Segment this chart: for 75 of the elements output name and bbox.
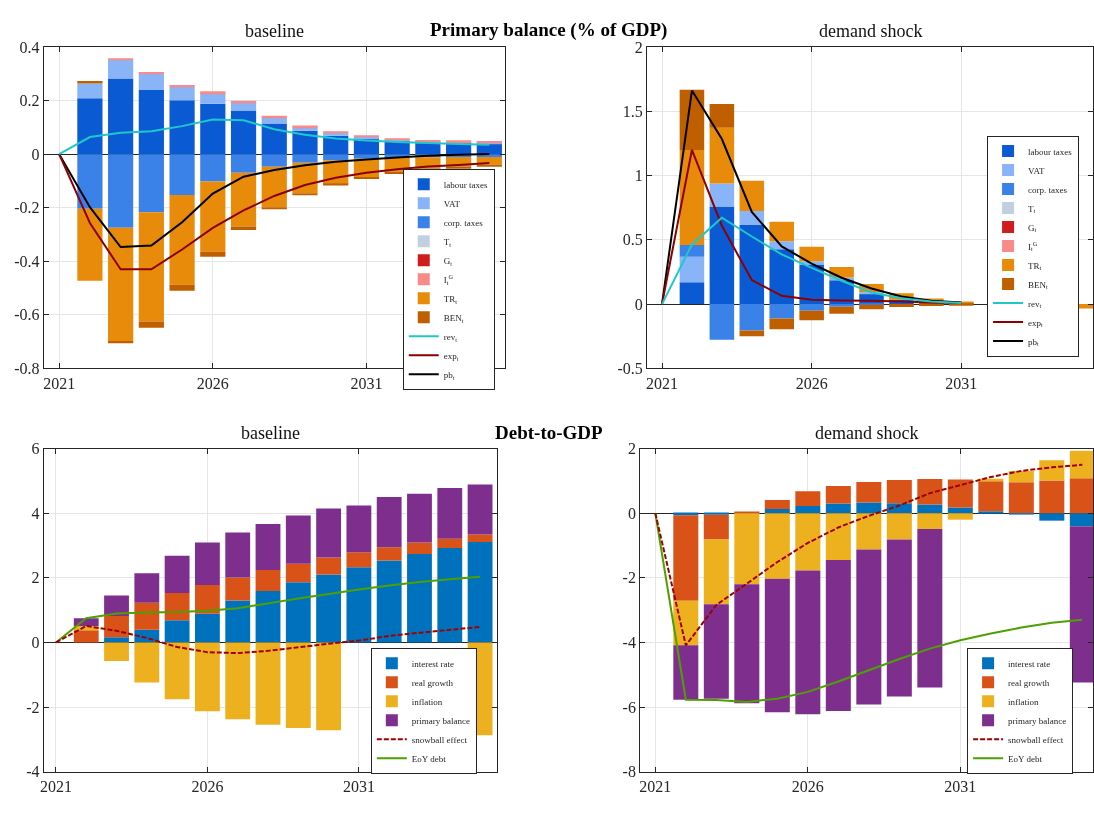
legend-label: BEN$_{t}$ (443, 312, 464, 324)
chart-title: demand shock (819, 21, 923, 41)
legend-label: EoY debt (411, 753, 447, 764)
x-tick-label: 2026 (795, 374, 828, 392)
legend-label: snowball effect (1008, 734, 1064, 745)
x-tick-label: 2026 (191, 777, 224, 795)
y-tick-label: -4 (26, 763, 40, 781)
legend-label: pb$_{t}$ (443, 369, 455, 381)
y-tick-label: 2 (634, 38, 643, 56)
legend-label: rev$_{t}$ (443, 331, 458, 343)
text: Primary balance (% of GDP) (430, 19, 668, 41)
y-tick-label: 0 (31, 145, 40, 163)
legend-label: pb$_{t}$ (1028, 336, 1040, 348)
y-tick-label: -0.6 (14, 306, 40, 324)
legend-label: TR$_{t}$ (443, 293, 458, 305)
y-tick-label: 1.5 (622, 102, 643, 120)
y-tick-label: 2 (31, 569, 40, 587)
y-tick-label: -4 (622, 634, 636, 652)
chart-title: demand shock (815, 423, 919, 443)
y-tick-label: 2 (627, 440, 636, 458)
y-tick-label: -0.5 (617, 359, 643, 377)
y-tick-label: 4 (31, 504, 40, 522)
x-tick-label: 2021 (39, 777, 72, 795)
y-tick-label: -0.4 (14, 252, 40, 270)
y-tick-label: 0 (634, 295, 643, 313)
legend-label: snowball effect (411, 734, 468, 745)
legend-label: primary balance (1008, 715, 1067, 726)
legend-label: VAT (1028, 165, 1045, 176)
legend-label: real growth (1008, 677, 1050, 688)
text: Debt-to-GDP (495, 422, 604, 443)
legend-label: EoY debt (1008, 753, 1043, 764)
x-tick-label: 2021 (646, 374, 679, 392)
legend-label: real growth (411, 677, 454, 688)
y-tick-label: -2 (26, 698, 40, 716)
legend-label: exp$_{t}$ (1028, 317, 1044, 329)
x-tick-label: 2026 (791, 777, 824, 795)
legend-label: BEN$_{t}$ (1028, 279, 1049, 291)
chart-title: baseline (245, 21, 304, 41)
x-tick-label: 2031 (944, 777, 977, 795)
y-tick-label: -0.2 (14, 199, 40, 217)
legend-label: inflation (411, 696, 443, 707)
legend-label: exp$_{t}$ (443, 350, 459, 362)
x-tick-label: 2031 (945, 374, 978, 392)
legend-label: interest rate (1008, 658, 1051, 669)
chart-title: baseline (241, 423, 300, 443)
legend-label: TR$_{t}$ (1028, 260, 1042, 272)
y-tick-label: 0.5 (622, 231, 643, 249)
legend-label: rev$_{t}$ (1028, 298, 1042, 310)
legend-label: labour taxes (443, 179, 488, 190)
y-tick-label: 0.2 (19, 92, 40, 110)
y-tick-label: -8 (622, 763, 636, 781)
legend-label: T$_{t}$ (443, 236, 452, 248)
x-tick-label: 2031 (350, 374, 383, 392)
legend-label: corp. taxes (443, 217, 484, 228)
x-tick-label: 2031 (342, 777, 375, 795)
legend-label: primary balance (411, 715, 471, 726)
legend-label: T$_{t}$ (1028, 203, 1036, 215)
legend-label: G$_{t}$ (443, 255, 453, 267)
legend-label: G$_{t}$ (1028, 222, 1037, 234)
y-tick-label: 6 (31, 440, 40, 458)
y-tick-label: 0.4 (19, 38, 40, 56)
legend-label: VAT (443, 198, 461, 209)
legend-label: inflation (1008, 696, 1040, 707)
legend-label: corp. taxes (1028, 184, 1068, 195)
y-tick-label: -0.8 (14, 359, 40, 377)
x-tick-label: 2026 (196, 374, 229, 392)
y-tick-label: -2 (622, 569, 636, 587)
y-tick-label: -6 (622, 698, 636, 716)
x-tick-label: 2021 (43, 374, 76, 392)
y-tick-label: 0 (627, 504, 636, 522)
y-tick-label: 1 (634, 167, 643, 185)
y-tick-label: 0 (31, 634, 40, 652)
x-tick-label: 2021 (639, 777, 672, 795)
legend-label: labour taxes (1028, 146, 1073, 157)
legend-label: interest rate (411, 658, 455, 669)
